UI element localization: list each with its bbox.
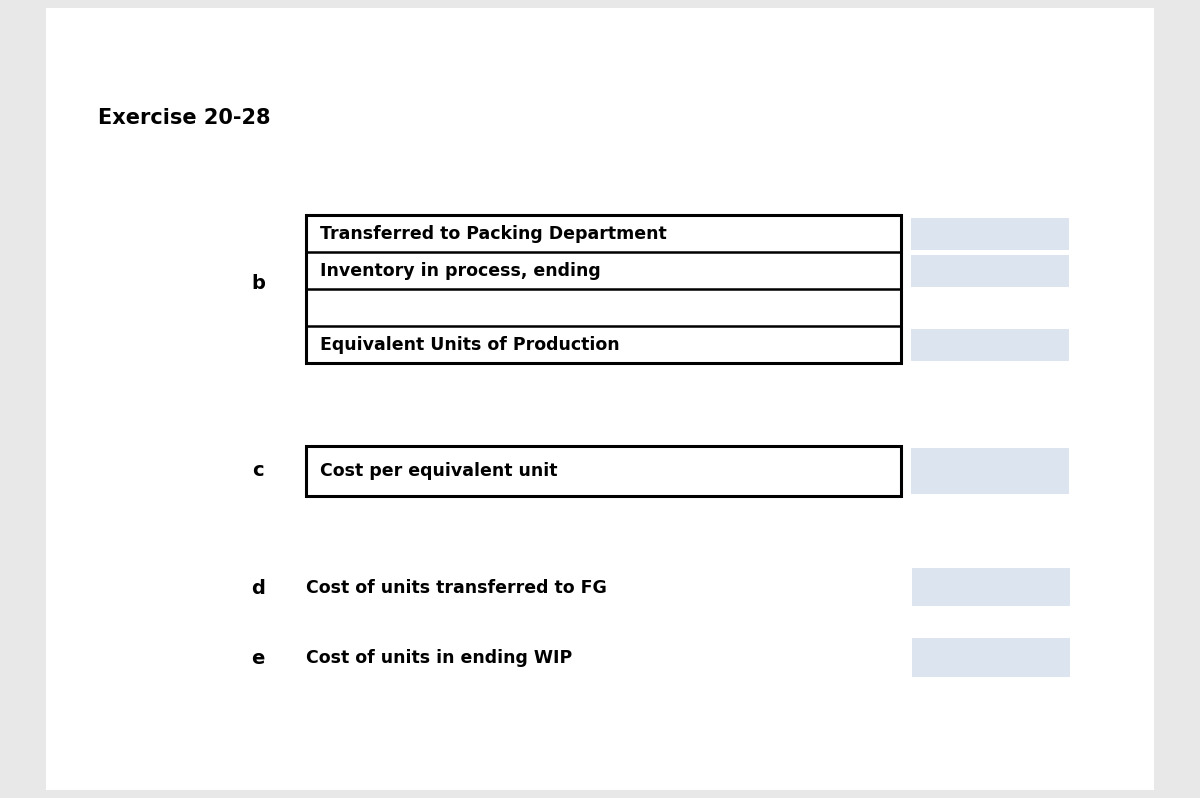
Text: Cost of units in ending WIP: Cost of units in ending WIP (306, 650, 572, 667)
Text: Cost of units transferred to FG: Cost of units transferred to FG (306, 579, 607, 597)
Text: b: b (251, 274, 265, 293)
Text: Inventory in process, ending: Inventory in process, ending (320, 262, 601, 280)
Text: c: c (252, 461, 264, 480)
Text: Exercise 20-28: Exercise 20-28 (98, 108, 271, 128)
Text: Equivalent Units of Production: Equivalent Units of Production (320, 336, 620, 354)
Text: Transferred to Packing Department: Transferred to Packing Department (320, 225, 667, 243)
Text: d: d (251, 579, 265, 598)
Text: e: e (251, 649, 265, 668)
Text: Cost per equivalent unit: Cost per equivalent unit (320, 462, 558, 480)
